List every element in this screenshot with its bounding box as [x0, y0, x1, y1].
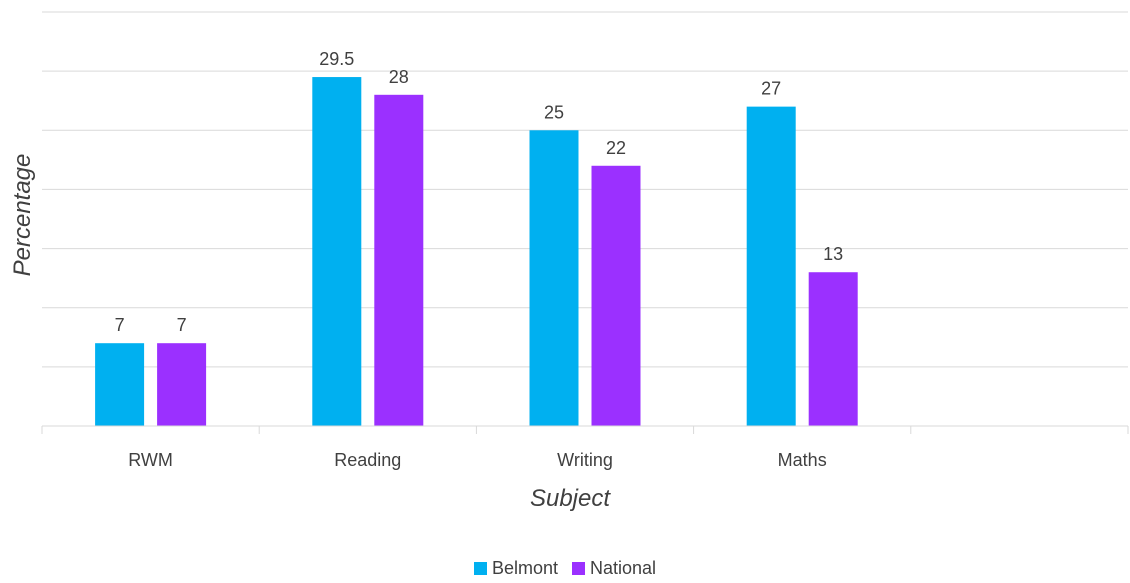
legend-swatch-belmont [473, 561, 487, 575]
x-tick-label: Reading [334, 450, 401, 470]
legend-label-belmont: Belmont [491, 558, 558, 578]
y-axis-title: Percentage [9, 154, 36, 277]
bar-national-writing [591, 165, 641, 426]
data-labels: 7 29.5 25 27 7 28 22 13 [115, 49, 844, 335]
data-label: 7 [177, 315, 187, 335]
x-tick-label: Maths [778, 450, 827, 470]
data-label: 22 [606, 138, 626, 158]
legend-label-national: National [590, 558, 657, 578]
data-label: 28 [389, 67, 409, 87]
gridlines [42, 11, 1128, 368]
legend-item-national: National [572, 557, 656, 579]
bar-belmont-rwm [95, 343, 145, 426]
x-tick-labels: RWM Reading Writing Maths [128, 450, 826, 470]
bar-national-rwm [157, 343, 207, 426]
bar-belmont-writing [529, 130, 579, 427]
data-label: 25 [544, 102, 564, 122]
x-tick-label: RWM [128, 450, 173, 470]
data-label: 27 [761, 79, 781, 99]
bar-national-reading [374, 94, 424, 427]
legend: Belmont National [0, 557, 1130, 579]
data-label: 7 [115, 315, 125, 335]
data-label: 29.5 [319, 49, 354, 69]
x-tick-label: Writing [557, 450, 613, 470]
bar-belmont-maths [746, 106, 796, 426]
legend-swatch-national [572, 561, 585, 575]
data-label: 13 [823, 244, 843, 264]
legend-item-belmont: Belmont [473, 557, 558, 579]
x-axis [41, 425, 1129, 434]
x-axis-title: Subject [530, 485, 611, 512]
bars [95, 77, 858, 427]
bar-belmont-reading [312, 77, 362, 427]
bar-national-maths [808, 272, 858, 426]
